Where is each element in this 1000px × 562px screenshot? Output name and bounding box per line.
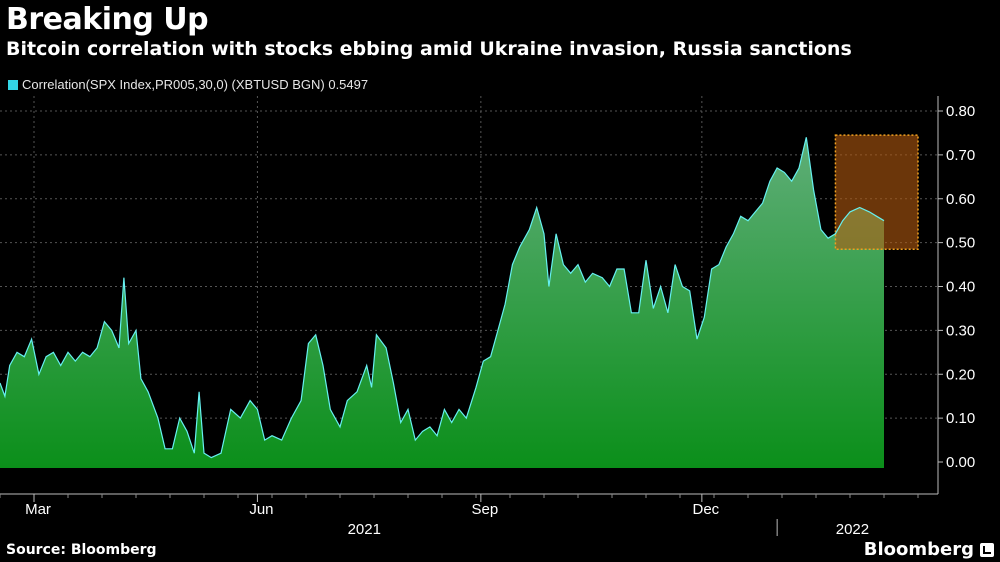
highlight-box — [834, 134, 919, 250]
y-tick-label-7: 0.70 — [946, 147, 975, 164]
x-tick-label-mar: Mar — [25, 501, 51, 518]
y-tick-label-4: 0.40 — [946, 279, 975, 296]
chart-subtitle: Bitcoin correlation with stocks ebbing a… — [6, 38, 852, 60]
correlation-line — [0, 137, 885, 459]
legend-swatch — [8, 79, 18, 90]
year-label-2021: 2021 — [348, 521, 381, 536]
x-tick-label-dec: Dec — [693, 501, 720, 518]
y-tick-label-6: 0.60 — [946, 191, 975, 208]
brand-logo: Bloomberg — [863, 539, 974, 560]
y-tick-label-2: 0.20 — [946, 366, 975, 383]
y-tick-label-3: 0.30 — [946, 322, 975, 339]
year-label-2022: 2022 — [836, 521, 869, 536]
legend: Correlation(SPX Index,PR005,30,0) (XBTUS… — [8, 77, 368, 92]
y-tick-label-0: 0.00 — [946, 454, 975, 471]
x-tick-label-jun: Jun — [249, 501, 273, 518]
chart-title: Breaking Up — [6, 2, 209, 37]
y-tick-label-1: 0.10 — [946, 410, 975, 427]
y-tick-label-5: 0.50 — [946, 235, 975, 252]
legend-label: Correlation(SPX Index,PR005,30,0) (XBTUS… — [22, 77, 369, 92]
correlation-area — [0, 137, 884, 469]
correlation-chart: 0.00 0.10 0.20 0.30 0.40 0.50 0.60 0.70 0.80 Mar J… — [0, 96, 975, 536]
brand-icon — [980, 543, 994, 557]
x-tick-label-sep: Sep — [472, 501, 499, 518]
y-tick-label-8: 0.80 — [946, 103, 975, 120]
axes: 0.00 0.10 0.20 0.30 0.40 0.50 0.60 0.70 0.80 Mar J… — [0, 96, 975, 536]
source-note: Source: Bloomberg — [6, 542, 157, 558]
